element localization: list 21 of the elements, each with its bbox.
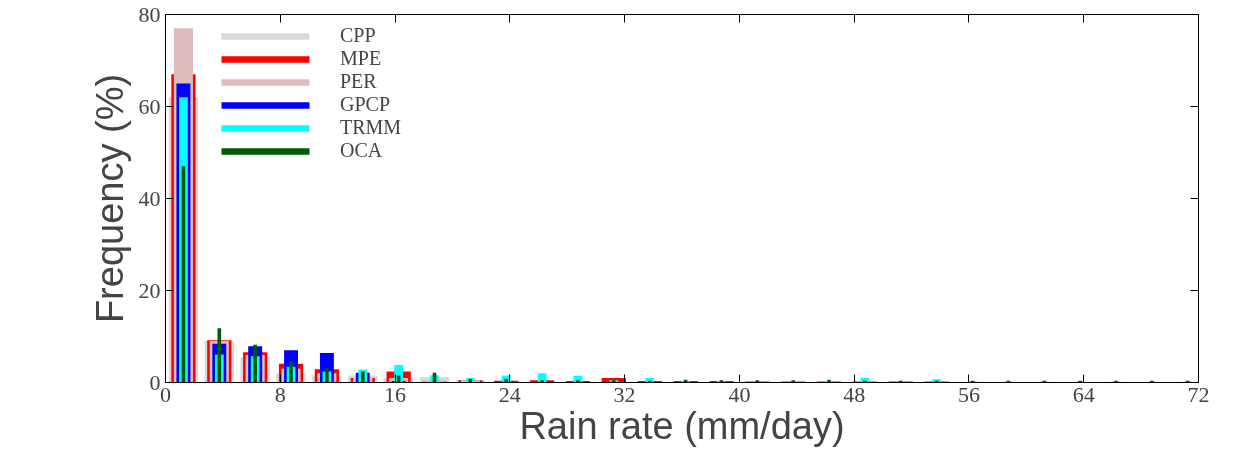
legend-label: GPCP	[340, 93, 391, 116]
legend-label: MPE	[340, 47, 382, 70]
y-axis-title: Frequency (%)	[88, 73, 131, 324]
x-tick-label: 16	[384, 381, 407, 407]
legend-label: PER	[340, 70, 377, 93]
x-tick-label: 48	[843, 381, 866, 407]
x-tick-label: 40	[728, 381, 751, 407]
legend-label: CPP	[340, 24, 376, 47]
y-tick-label: 60	[138, 93, 161, 119]
y-tick-label: 80	[138, 1, 161, 27]
x-tick-label: 24	[498, 381, 521, 407]
x-tick-label: 32	[613, 381, 636, 407]
legend-label: TRMM	[340, 116, 402, 139]
x-tick-label: 8	[274, 381, 286, 407]
y-tick-label: 40	[138, 185, 161, 211]
legend-label: OCA	[340, 139, 383, 162]
x-tick-label: 64	[1072, 381, 1095, 407]
x-tick-label: 56	[957, 381, 980, 407]
y-tick-label: 20	[138, 277, 161, 303]
x-tick-label: 72	[1187, 381, 1210, 407]
x-axis-title: Rain rate (mm/day)	[519, 404, 845, 447]
